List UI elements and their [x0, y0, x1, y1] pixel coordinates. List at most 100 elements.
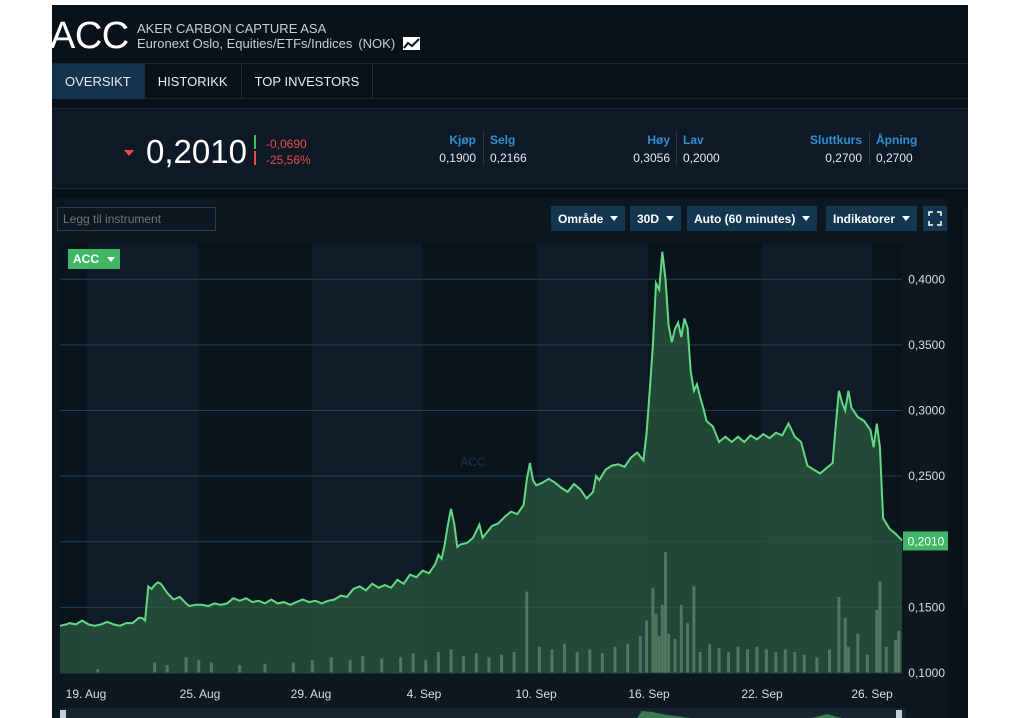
instrument-header: ACC AKER CARBON CAPTURE ASA Euronext Osl… [52, 5, 968, 63]
volume-bar [875, 610, 879, 673]
open-cell: Åpning 0,2700 [876, 133, 936, 169]
indicators-dropdown[interactable]: Indikatorer [826, 206, 918, 231]
volume-bar [575, 652, 579, 673]
y-tick-label: 0,1500 [908, 600, 945, 614]
volume-bar [673, 638, 677, 673]
volume-bar [755, 646, 759, 673]
navigator-handle-left [60, 710, 66, 718]
volume-bar [361, 655, 365, 673]
quote-panel: 0,2010 -0,0690 -25,56% Kjøp 0,1900 Selg … [52, 108, 968, 189]
volume-bar [399, 657, 403, 673]
volume-bar [487, 657, 491, 673]
tab-oversikt[interactable]: OVERSIKT [52, 64, 145, 99]
range-dropdown[interactable]: Område [551, 206, 626, 231]
volume-bar [474, 653, 478, 673]
volume-bar [329, 657, 333, 673]
volume-bar [563, 644, 567, 673]
divider [676, 131, 677, 165]
currency-label: (NOK) [358, 36, 396, 51]
x-tick-label: 4. Sep [407, 687, 442, 701]
exchange-info: Euronext Oslo, Equities/ETFs/Indices (NO… [137, 36, 421, 51]
price-chart[interactable]: 0,10000,15000,20000,25000,30000,35000,40… [52, 198, 948, 718]
change-indicator-down [254, 151, 256, 165]
volume-bar [884, 646, 888, 673]
volume-bar [153, 662, 157, 673]
day-band [60, 244, 87, 673]
current-value-label: 0,2010 [908, 534, 945, 548]
volume-bar [660, 604, 664, 673]
tab-top-investors[interactable]: TOP INVESTORS [242, 64, 374, 99]
volume-bar [184, 657, 188, 673]
interval-dropdown[interactable]: Auto (60 minutes) [687, 206, 818, 231]
y-tick-label: 0,3500 [908, 338, 945, 352]
volume-bar [638, 636, 642, 673]
volume-bar [348, 659, 352, 673]
price-line [59, 251, 903, 627]
app-window: ACC AKER CARBON CAPTURE ASA Euronext Osl… [52, 5, 968, 718]
volume-bar [645, 620, 649, 673]
low-value: 0,2000 [683, 151, 720, 165]
volume-bar [600, 653, 604, 673]
volume-bar [550, 649, 554, 673]
volume-bar [708, 644, 712, 673]
company-name: AKER CARBON CAPTURE ASA [137, 21, 327, 36]
volume-bar [209, 662, 213, 673]
ask-cell: Selg 0,2166 [490, 133, 540, 169]
low-cell: Lav 0,2000 [683, 133, 733, 169]
divider [483, 131, 484, 165]
volume-bar [878, 581, 882, 673]
range-label: Område [558, 211, 604, 226]
volume-bar [238, 665, 242, 673]
x-tick-label: 26. Sep [851, 687, 893, 701]
fullscreen-button[interactable] [923, 206, 947, 231]
x-tick-label: 16. Sep [628, 687, 670, 701]
volume-bar [525, 591, 529, 673]
volume-bar [717, 648, 721, 673]
period-dropdown[interactable]: 30D [630, 206, 682, 231]
low-label: Lav [683, 133, 704, 147]
navigator-mini-chart [812, 714, 842, 718]
volume-bar [512, 652, 516, 673]
volume-bar [436, 652, 440, 673]
volume-bar [197, 659, 201, 673]
y-tick-label: 0,2500 [908, 469, 945, 483]
x-tick-label: 10. Sep [515, 687, 557, 701]
open-value: 0,2700 [876, 151, 913, 165]
chevron-down-icon [666, 216, 675, 221]
volume-bar [846, 646, 850, 673]
add-instrument-input[interactable] [57, 207, 216, 231]
volume-bar [783, 649, 787, 673]
exchange-name: Euronext Oslo, Equities/ETFs/Indices [137, 36, 353, 51]
volume-bar [686, 623, 690, 673]
scrollbar[interactable] [963, 207, 968, 607]
bid-cell: Kjøp 0,1900 [436, 133, 476, 169]
volume-bar [499, 654, 503, 673]
volume-bar [774, 652, 778, 673]
volume-bar [626, 644, 630, 673]
volume-bar [613, 646, 617, 673]
volume-bar [537, 646, 541, 673]
x-tick-label: 19. Aug [66, 687, 107, 701]
volume-bar [897, 631, 901, 673]
high-cell: Høy 0,3056 [628, 133, 670, 169]
tab-historikk[interactable]: HISTORIKK [145, 64, 242, 99]
divider [869, 131, 870, 165]
triangle-down-icon [124, 150, 134, 156]
high-value: 0,3056 [633, 151, 670, 165]
y-tick-label: 0,1000 [908, 666, 945, 680]
line-chart-icon[interactable] [403, 37, 421, 50]
y-tick-label: 0,3000 [908, 404, 945, 418]
volume-bar [165, 665, 169, 673]
navigator-mini-chart [637, 711, 692, 718]
chevron-down-icon [610, 216, 619, 221]
close-cell: Sluttkurs 0,2700 [800, 133, 862, 169]
current-value-tag [903, 531, 948, 551]
price-area [60, 251, 902, 673]
volume-bar [736, 646, 740, 673]
change-indicator-up [254, 135, 256, 149]
volume-bar [291, 662, 295, 673]
close-value: 0,2700 [825, 151, 862, 165]
series-badge[interactable]: ACC [68, 249, 120, 269]
volume-bar [588, 649, 592, 673]
ask-value: 0,2166 [490, 151, 527, 165]
